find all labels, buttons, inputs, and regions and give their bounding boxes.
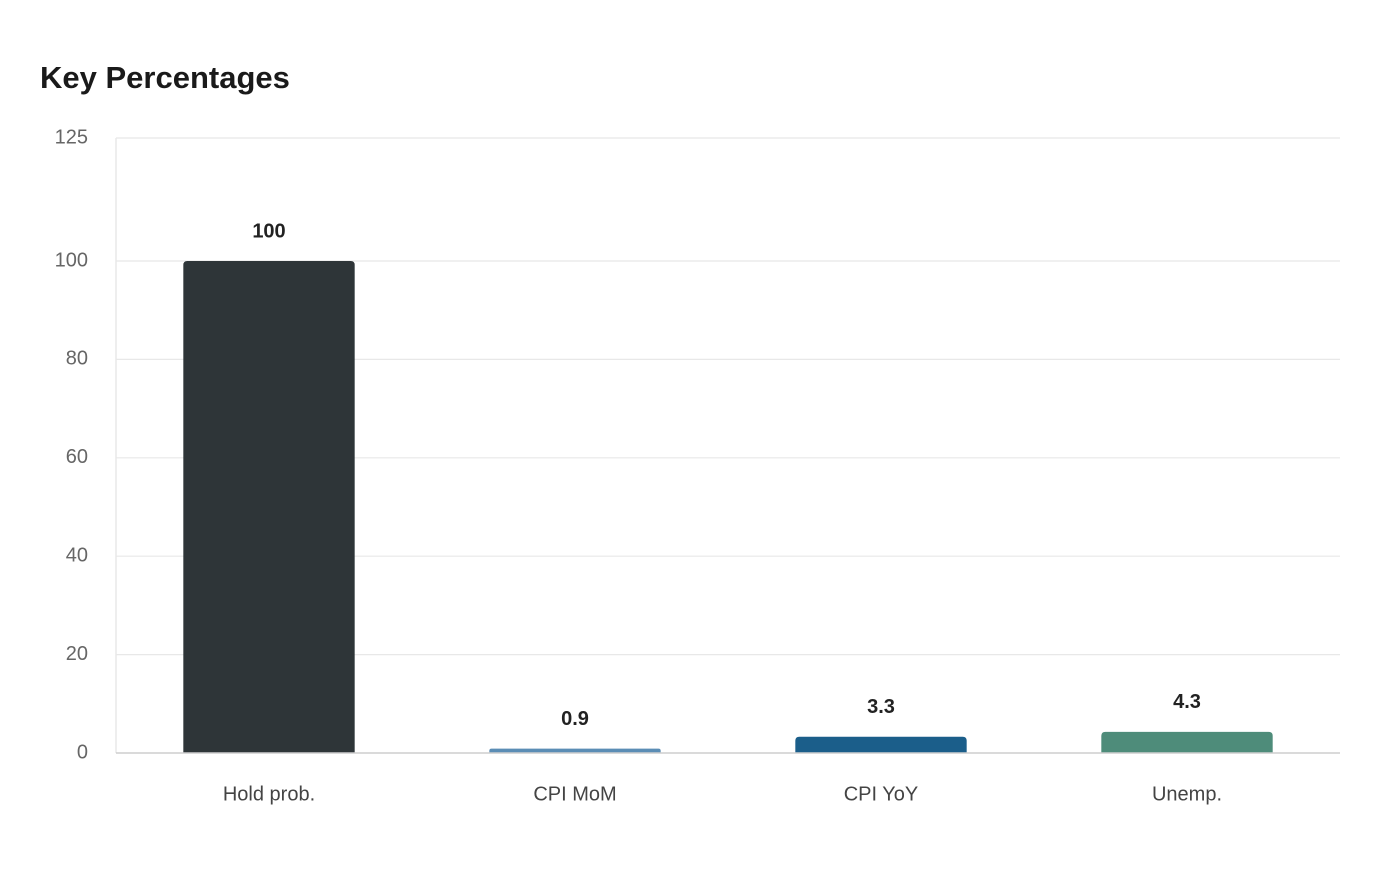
value-label: 3.3 — [867, 696, 895, 718]
x-tick-label: CPI MoM — [533, 783, 616, 805]
y-tick-label: 20 — [66, 643, 88, 665]
y-tick-label: 125 — [55, 126, 88, 148]
bar — [1101, 731, 1273, 753]
x-tick-label: CPI YoY — [844, 783, 919, 805]
bar — [183, 261, 355, 753]
value-label: 100 — [252, 220, 285, 242]
value-label: 0.9 — [561, 708, 589, 730]
y-tick-label: 100 — [55, 249, 88, 271]
chart-title: Key Percentages — [40, 60, 290, 95]
x-tick-label: Hold prob. — [223, 783, 315, 805]
y-tick-label: 40 — [66, 544, 88, 566]
y-tick-label: 80 — [66, 348, 88, 370]
value-label: 4.3 — [1173, 691, 1201, 713]
y-tick-label: 0 — [77, 741, 88, 763]
bar — [489, 748, 661, 753]
x-tick-label: Unemp. — [1152, 783, 1222, 805]
bar — [795, 736, 967, 753]
y-tick-label: 60 — [66, 446, 88, 468]
